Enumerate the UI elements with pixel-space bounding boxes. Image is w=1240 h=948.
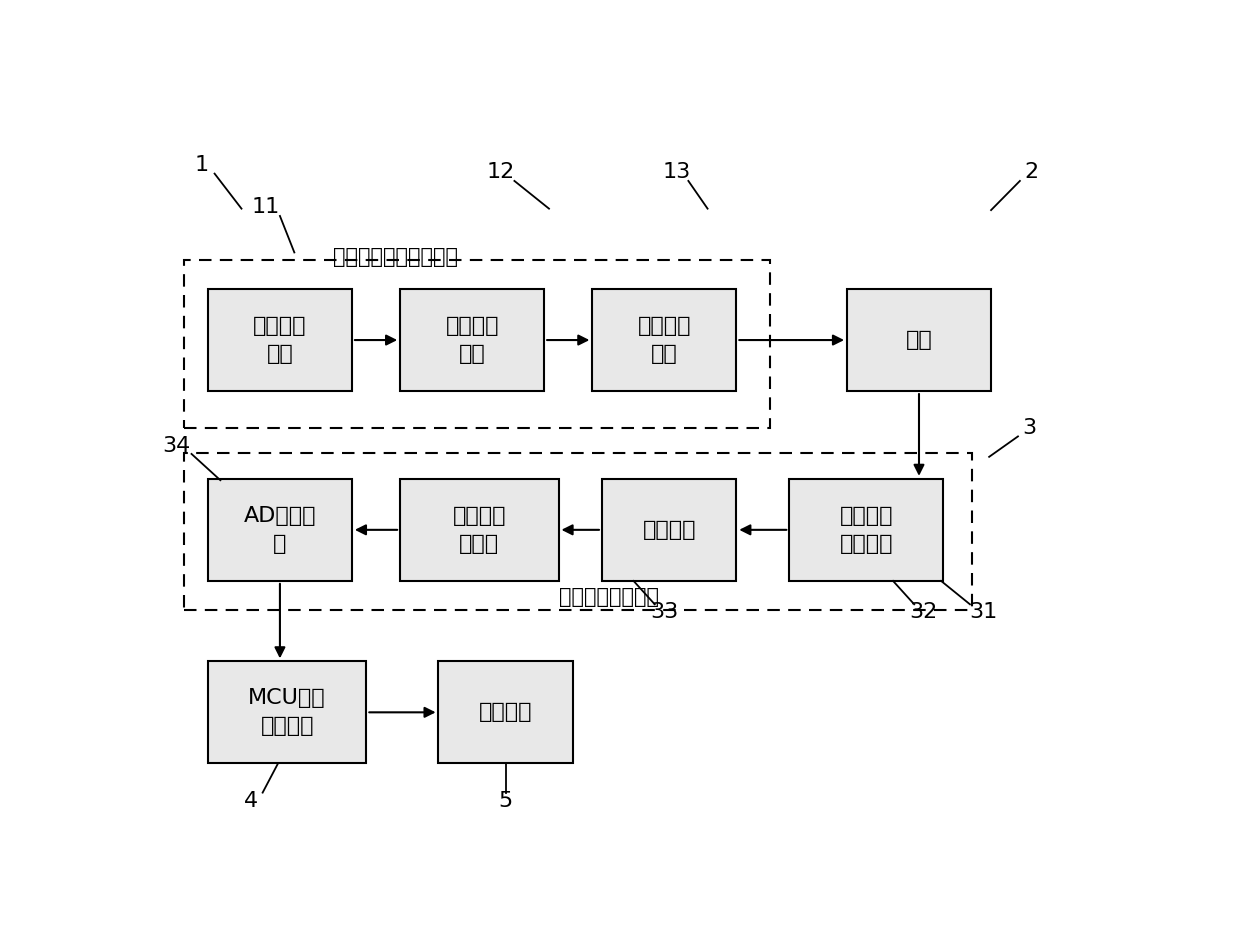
Bar	[601, 479, 737, 581]
Text: 31: 31	[970, 602, 997, 622]
Text: 5: 5	[498, 792, 513, 811]
Text: 1: 1	[195, 155, 208, 174]
Bar	[208, 479, 352, 581]
Text: 功率放大
模块: 功率放大 模块	[637, 316, 691, 364]
Bar	[593, 289, 737, 392]
Text: 电感: 电感	[905, 330, 932, 350]
Text: AD转换模
块: AD转换模 块	[244, 506, 316, 554]
Bar	[208, 662, 367, 763]
Text: 34: 34	[162, 436, 190, 456]
Bar	[847, 289, 991, 392]
Bar	[208, 289, 352, 392]
Text: 正弦电压产生电路模块: 正弦电压产生电路模块	[332, 247, 458, 267]
Bar	[401, 479, 558, 581]
Text: 32: 32	[910, 602, 937, 622]
Text: 报警模块: 报警模块	[479, 702, 532, 722]
Text: 11: 11	[252, 197, 280, 217]
Text: 交直流转
换模块: 交直流转 换模块	[453, 506, 506, 554]
Text: MCU控制
电路模块: MCU控制 电路模块	[248, 688, 326, 737]
Text: 13: 13	[662, 162, 691, 182]
Bar	[184, 453, 972, 611]
Bar	[401, 289, 544, 392]
Bar	[439, 662, 573, 763]
Text: 12: 12	[487, 162, 515, 182]
Text: 3: 3	[1023, 418, 1037, 438]
Text: 2: 2	[1024, 162, 1038, 182]
Text: 电流检测电路模块: 电流检测电路模块	[558, 587, 658, 608]
Bar	[789, 479, 942, 581]
Text: 信号放大
模块: 信号放大 模块	[445, 316, 498, 364]
Bar	[184, 260, 770, 428]
Text: 滤波模块: 滤波模块	[642, 520, 696, 539]
Text: 电流电压
转换模块: 电流电压 转换模块	[839, 506, 893, 554]
Text: 信号发生
模块: 信号发生 模块	[253, 316, 306, 364]
Text: 33: 33	[650, 602, 678, 622]
Text: 4: 4	[244, 792, 258, 811]
